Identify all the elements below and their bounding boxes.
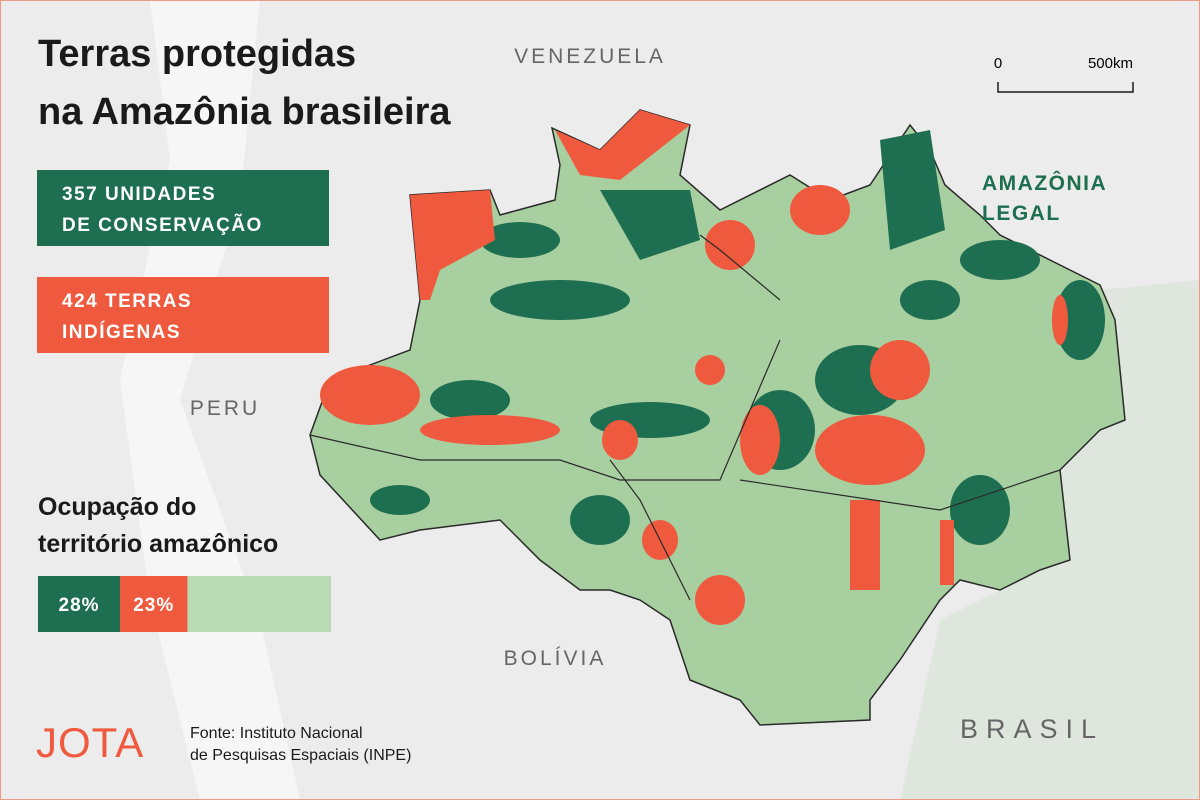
- legend-box: [37, 277, 329, 353]
- region-label: AMAZÔNIA: [982, 171, 1107, 195]
- occupation-bar: 28% 23%: [38, 576, 331, 632]
- terrain: [900, 280, 1200, 800]
- source: Fonte: Instituto Nacional: [190, 725, 363, 742]
- legend: 357 UNIDADES DE CONSERVAÇÃO 424 TERRAS INDÍ…: [37, 170, 329, 353]
- source: de Pesquisas Espaciais (INPE): [190, 747, 411, 764]
- occupation-title: território amazônico: [38, 530, 278, 558]
- occupation-title: Ocupação do: [38, 493, 196, 521]
- country-label: PERU: [190, 397, 260, 420]
- logo: JOTA: [36, 719, 144, 766]
- amazon-map: [309, 109, 1126, 726]
- title-line: Terras protegidas: [38, 33, 356, 75]
- bar-label: 28%: [59, 595, 100, 616]
- legend-label: INDÍGENAS: [62, 321, 181, 343]
- scale-bar: 0 500km: [994, 55, 1134, 93]
- scale-line: [997, 82, 1134, 93]
- country-label: BRASIL: [960, 714, 1104, 744]
- region-outline: [309, 109, 1126, 726]
- bar-label: 23%: [133, 595, 174, 616]
- bar-segment: [120, 576, 188, 632]
- country-label: BOLÍVIA: [504, 647, 607, 670]
- scale-label: 500km: [1088, 55, 1133, 72]
- title-line: na Amazônia brasileira: [38, 91, 451, 133]
- legend-box: [37, 170, 329, 246]
- region-label: LEGAL: [982, 202, 1061, 225]
- bar-segment: [38, 576, 121, 632]
- indigenous-lands: [320, 110, 1068, 625]
- legend-label: 424 TERRAS: [62, 291, 192, 312]
- state-borders: [309, 234, 1061, 601]
- country-label: VENEZUELA: [514, 45, 666, 68]
- legend-label: DE CONSERVAÇÃO: [62, 214, 263, 236]
- scale-label: 0: [994, 55, 1002, 72]
- legend-label: 357 UNIDADES: [62, 184, 216, 205]
- conservation-units: [370, 130, 1105, 545]
